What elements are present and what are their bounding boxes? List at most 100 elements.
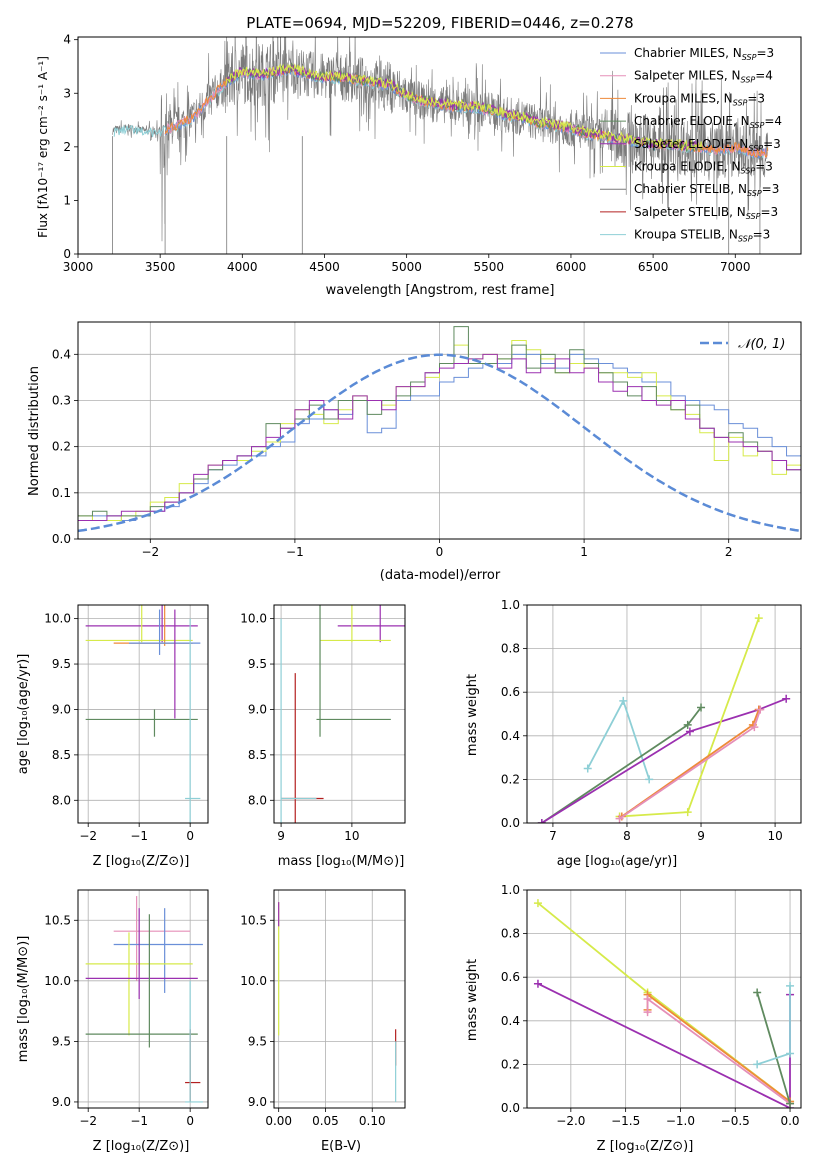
wage-point-marker bbox=[619, 696, 628, 705]
agez-ylabel: age [log₁₀(age/yr)] bbox=[16, 654, 31, 775]
massz-plot-area bbox=[85, 896, 203, 1103]
agem-ytick-label: 9.5 bbox=[248, 657, 267, 671]
legend-entry: Chabrier STELIB, NSSP=3 bbox=[634, 182, 779, 198]
agem-xlabel: mass [log₁₀(M/M⊙)] bbox=[278, 854, 405, 869]
legend-entry: Kroupa MILES, NSSP=3 bbox=[634, 91, 765, 107]
wz-ytick-label: 1.0 bbox=[501, 883, 520, 897]
legend-entry: Salpeter STELIB, NSSP=3 bbox=[634, 205, 778, 221]
legend-entry: Salpeter ELODIE, NSSP=3 bbox=[634, 137, 781, 153]
wage-ytick-label: 0.8 bbox=[501, 642, 520, 656]
legend-entry: Kroupa STELIB, NSSP=3 bbox=[634, 228, 770, 244]
wz-point-marker bbox=[643, 1008, 652, 1017]
gaussian-line bbox=[78, 353, 801, 533]
massz-ytick-label: 9.5 bbox=[52, 1034, 71, 1048]
massebv-plot-area bbox=[278, 902, 397, 1102]
res-xtick-label: −2 bbox=[141, 545, 159, 559]
agez-xlabel: Z [log₁₀(Z/Z⊙)] bbox=[93, 854, 190, 869]
legend-entry: Chabrier MILES, NSSP=3 bbox=[634, 46, 774, 62]
massebv-xtick-label: 0.10 bbox=[359, 1114, 386, 1128]
massz-frame bbox=[77, 889, 209, 1109]
wz-point-marker bbox=[786, 1099, 795, 1108]
agem-frame bbox=[273, 604, 406, 824]
spec-ytick-label: 3 bbox=[63, 86, 71, 100]
spec-xtick-label: 3500 bbox=[145, 260, 176, 274]
wage-xlabel: age [log₁₀(age/yr)] bbox=[557, 854, 678, 869]
wage-point-marker bbox=[683, 808, 692, 817]
massz-xlabel: Z [log₁₀(Z/Z⊙)] bbox=[93, 1139, 190, 1154]
residual-histogram bbox=[78, 353, 801, 522]
wz-ytick-label: 0.0 bbox=[501, 1101, 520, 1115]
age-vs-mass-panel: 9 10 8.0 8.5 9.0 9.5 10.0 bbox=[240, 604, 406, 843]
wage-xtick-label: 10 bbox=[767, 829, 782, 843]
massebv-frame bbox=[273, 889, 406, 1109]
wz-point-marker bbox=[753, 988, 762, 997]
wz-point-marker bbox=[786, 1049, 795, 1058]
wage-series-line bbox=[586, 698, 651, 780]
wz-xtick-label: −0.5 bbox=[721, 1114, 750, 1128]
agem-ytick-label: 8.0 bbox=[248, 793, 267, 807]
spec-xtick-label: 6000 bbox=[556, 260, 587, 274]
res-ytick-label: 0.3 bbox=[52, 393, 71, 407]
wage-ytick-label: 1.0 bbox=[501, 598, 520, 612]
residual-histogram bbox=[78, 326, 801, 517]
wz-xtick-label: −1.0 bbox=[666, 1114, 695, 1128]
massz-xtick-label: 0 bbox=[186, 1114, 194, 1128]
massebv-ytick-label: 9.5 bbox=[248, 1034, 267, 1048]
residual-xlabel: (data-model)/error bbox=[380, 568, 501, 583]
wage-frame bbox=[526, 604, 802, 824]
wage-ytick-label: 0.4 bbox=[501, 729, 520, 743]
wz-series-line bbox=[646, 997, 791, 1105]
spec-xtick-label: 5500 bbox=[474, 260, 505, 274]
res-frame bbox=[77, 321, 802, 540]
mass-vs-ebv-panel: 0.00 0.05 0.10 9.0 9.5 10.0 10.5 bbox=[240, 889, 406, 1128]
wz-point-marker bbox=[533, 979, 542, 988]
residual-ylabel: Normed distribution bbox=[27, 366, 42, 496]
massz-ylabel: mass [log₁₀(M/M⊙)] bbox=[16, 936, 31, 1063]
res-ytick-label: 0.1 bbox=[52, 486, 71, 500]
agez-ytick-label: 9.0 bbox=[52, 702, 71, 716]
spec-frame bbox=[77, 36, 802, 255]
wage-point-marker bbox=[756, 705, 765, 714]
spec-xtick-label: 5000 bbox=[391, 260, 422, 274]
wz-point-marker bbox=[643, 995, 652, 1003]
res-xtick-label: 1 bbox=[580, 545, 588, 559]
age-vs-Z-panel: −2 −1 0 8.0 8.5 9.0 9.5 10.0 bbox=[44, 604, 209, 843]
massz-ytick-label: 10.0 bbox=[44, 974, 71, 988]
wz-xtick-label: −2.0 bbox=[556, 1114, 585, 1128]
agem-plot-area bbox=[280, 605, 405, 823]
wz-plot-area bbox=[533, 899, 795, 1108]
spec-xtick-label: 4000 bbox=[227, 260, 258, 274]
wage-ytick-label: 0.2 bbox=[501, 772, 520, 786]
agez-xtick-label: 0 bbox=[186, 829, 194, 843]
spectrum-model-line bbox=[225, 63, 703, 151]
wz-series-line bbox=[756, 992, 791, 1104]
residual-panel: −2 −1 0 1 2 0.0 0.1 0.2 0.3 0.4 𝒩(0, 1) bbox=[52, 321, 802, 559]
wz-ytick-label: 0.6 bbox=[501, 970, 520, 984]
wage-point-marker bbox=[615, 814, 624, 823]
spec-xtick-label: 7000 bbox=[720, 260, 751, 274]
figure-title: PLATE=0694, MJD=52209, FIBERID=0446, z=0… bbox=[246, 14, 633, 32]
wage-point-marker bbox=[685, 727, 694, 736]
agez-ytick-label: 8.0 bbox=[52, 793, 71, 807]
agem-xtick-label: 9 bbox=[277, 829, 285, 843]
res-ytick-label: 0.4 bbox=[52, 347, 71, 361]
spec-ytick-label: 1 bbox=[63, 193, 71, 207]
res-xtick-label: −1 bbox=[286, 545, 304, 559]
wage-point-marker bbox=[683, 720, 692, 729]
spec-xtick-label: 6500 bbox=[638, 260, 669, 274]
agem-ytick-label: 8.5 bbox=[248, 748, 267, 762]
wz-ytick-label: 0.4 bbox=[501, 1014, 520, 1028]
agez-xtick-label: −1 bbox=[130, 829, 148, 843]
agez-ytick-label: 8.5 bbox=[52, 748, 71, 762]
wage-point-marker bbox=[537, 819, 546, 823]
agem-ytick-label: 10.0 bbox=[240, 612, 267, 626]
weight-vs-age-panel: 7 8 9 10 0.0 0.2 0.4 0.6 0.8 1.0 bbox=[501, 598, 802, 843]
agem-ytick-label: 9.0 bbox=[248, 702, 267, 716]
wz-point-marker bbox=[786, 981, 795, 990]
legend-entry: Kroupa ELODIE, NSSP=3 bbox=[634, 160, 773, 176]
wz-series-line bbox=[537, 982, 791, 1108]
wage-point-marker bbox=[750, 723, 759, 732]
spec-ytick-label: 2 bbox=[63, 140, 71, 154]
wage-ytick-label: 0.6 bbox=[501, 685, 520, 699]
